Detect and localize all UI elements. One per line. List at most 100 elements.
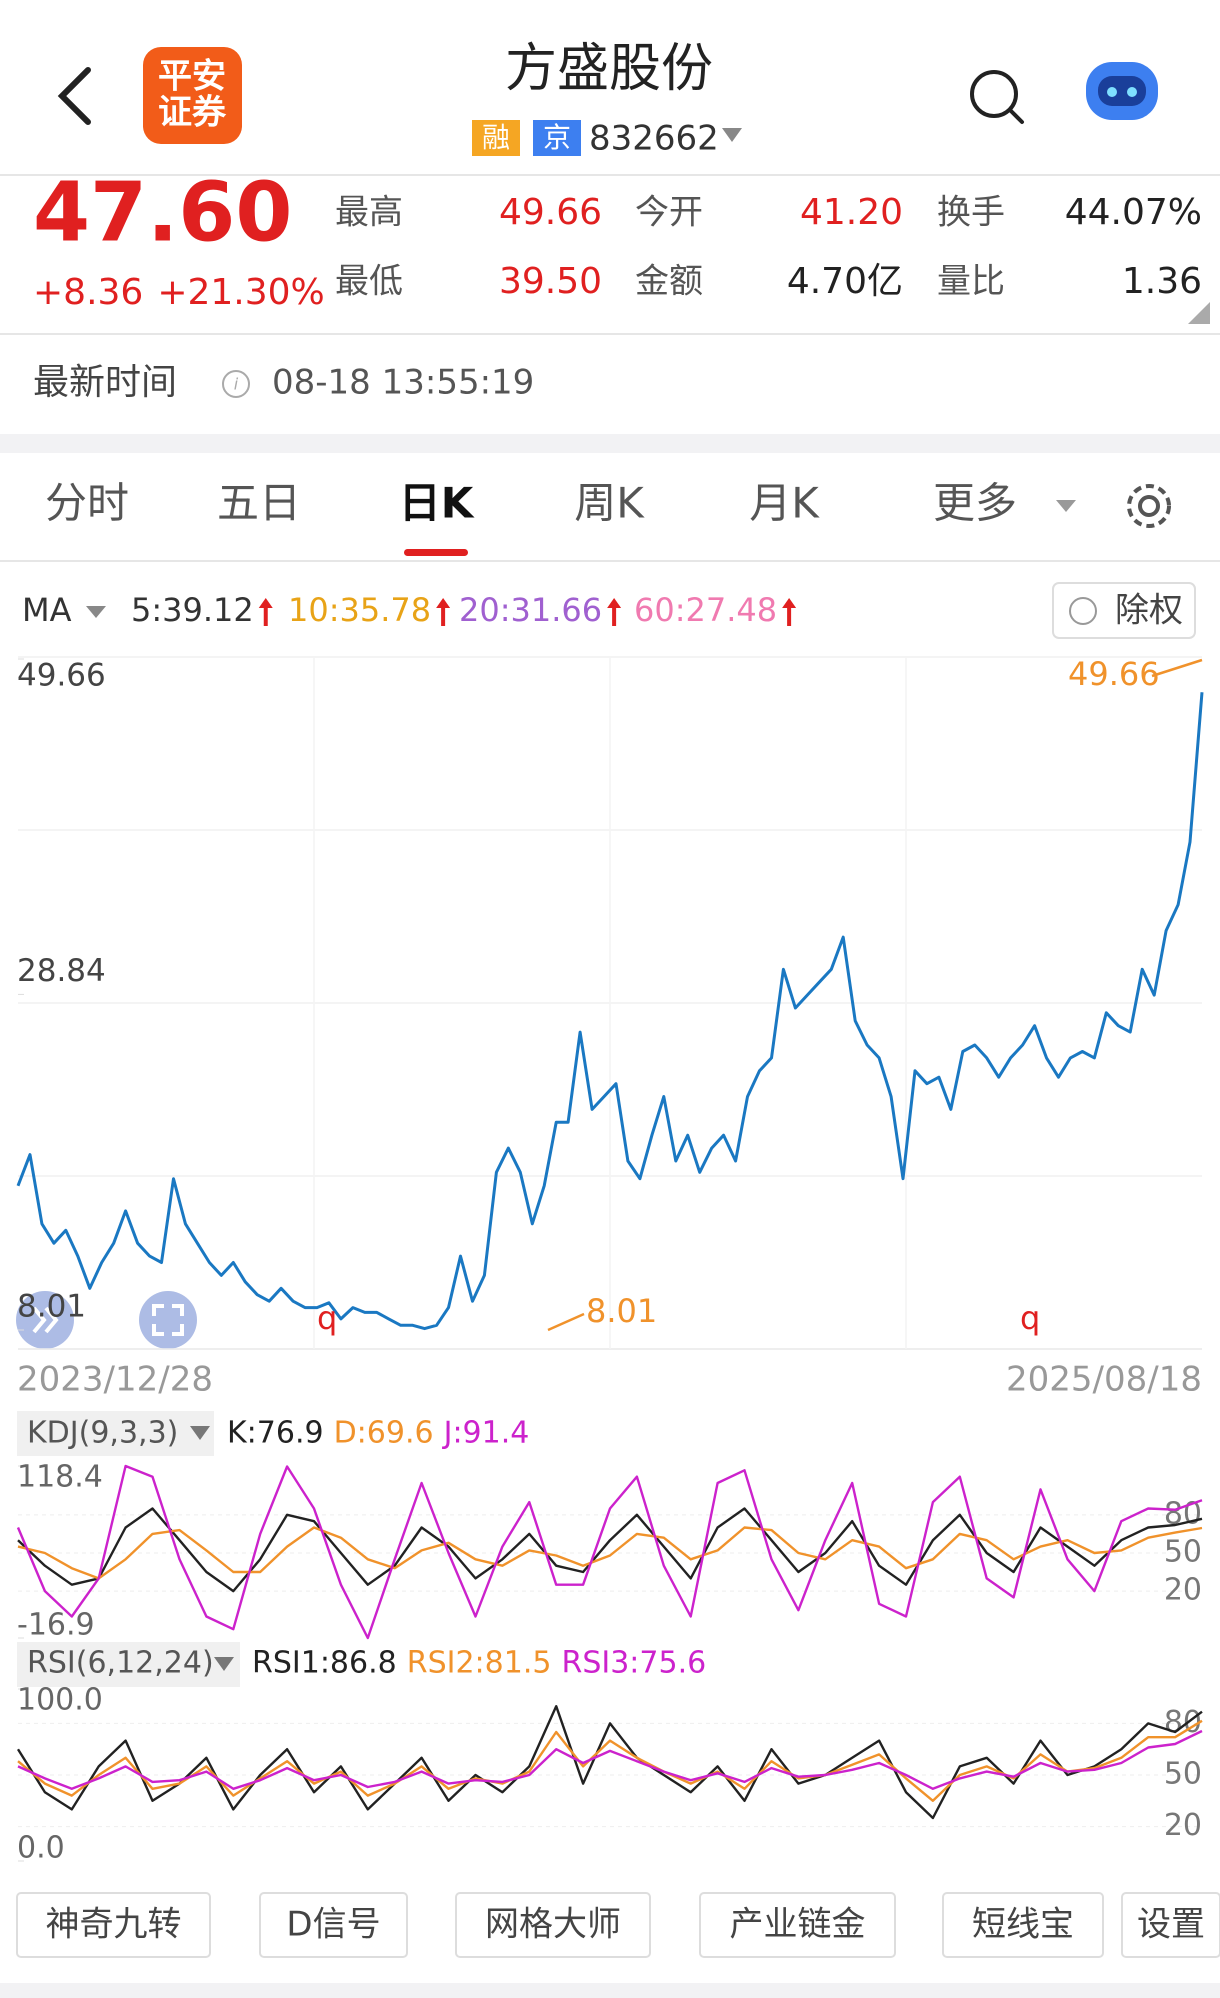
annotation: 49.66 — [1068, 655, 1160, 693]
tool-label: 神奇九转 — [46, 1905, 182, 1945]
up-arrow — [607, 598, 622, 626]
adjust-button-box[interactable] — [1052, 582, 1196, 639]
x-start-label: 2023/12/28 — [17, 1360, 213, 1400]
price: 47.60 — [33, 165, 292, 260]
up-arrow — [436, 598, 451, 626]
badge — [533, 120, 581, 156]
gear-hub — [1138, 495, 1160, 517]
y-tick-label: 49.66 — [17, 658, 106, 694]
y-tick-label: 118.4 — [17, 1460, 103, 1495]
search-handle — [1008, 108, 1024, 124]
series-line — [17, 1526, 1203, 1580]
bottom-gap — [0, 1983, 1220, 1998]
indicator-label: KDJ(9,3,3) — [27, 1416, 178, 1451]
stat-value: 44.07% — [1065, 192, 1202, 233]
robot-eye — [1107, 87, 1117, 97]
legend-entry: D:69.6 — [334, 1416, 434, 1451]
badge-text: 京 — [543, 121, 571, 154]
fullscreen-icon — [152, 1304, 184, 1336]
stat-label: 换手 — [937, 193, 1005, 233]
ma-item: 10:35.78 — [288, 591, 431, 629]
tool-button[interactable] — [259, 1892, 408, 1958]
stat-value: 1.36 — [1122, 261, 1202, 302]
kdj-selector[interactable] — [17, 1411, 214, 1456]
rsi-selector[interactable] — [17, 1642, 240, 1687]
ma-label: MA — [22, 591, 72, 629]
collapse-icon — [32, 1306, 59, 1334]
y-tick-label: 100.0 — [17, 1683, 103, 1718]
ma-item: 5:39.12 — [131, 591, 254, 629]
indicator-label: RSI(6,12,24) — [27, 1646, 214, 1681]
info-glyph: i — [234, 375, 239, 394]
ma-item: 60:27.48 — [634, 591, 777, 629]
tool-button[interactable] — [1121, 1892, 1220, 1958]
stat-label: 量比 — [937, 262, 1005, 302]
settings-button[interactable] — [1127, 484, 1171, 528]
stat-label: 金额 — [635, 262, 703, 302]
stat-value: 49.66 — [499, 192, 602, 233]
search-button[interactable] — [970, 70, 1018, 118]
tool-button[interactable] — [942, 1892, 1104, 1958]
assistant-button[interactable] — [1086, 62, 1158, 120]
tab[interactable]: 日K — [399, 479, 475, 528]
y-tick-label: 20 — [1164, 1573, 1202, 1608]
legend-entry: J:91.4 — [442, 1416, 530, 1451]
back-button[interactable] — [57, 67, 91, 125]
legend-entry: K:76.9 — [227, 1416, 324, 1451]
tab[interactable]: 五日 — [217, 479, 301, 528]
robot-face — [1098, 76, 1146, 106]
tool-button[interactable] — [455, 1892, 651, 1958]
y-tick-label: 0.0 — [17, 1831, 65, 1866]
fullscreen-button[interactable] — [139, 1291, 197, 1349]
change: +8.36 — [33, 272, 143, 313]
badge — [472, 120, 520, 156]
tool-label: 设置 — [1137, 1905, 1205, 1945]
series-line — [16, 692, 1204, 1331]
badge-text: 融 — [482, 121, 510, 154]
tool-label: 网格大师 — [485, 1905, 621, 1945]
series-line — [17, 1729, 1203, 1790]
annotation: q — [1020, 1299, 1040, 1337]
tool-label: 短线宝 — [972, 1905, 1074, 1945]
series-line — [16, 1464, 1203, 1640]
adjust-button[interactable]: 除权 — [1115, 591, 1183, 631]
logo[interactable] — [143, 47, 242, 144]
ma-item: 20:31.66 — [459, 591, 602, 629]
logo-text: 平安 — [158, 57, 226, 97]
gear-teeth — [1127, 484, 1171, 528]
stat-label: 最高 — [335, 193, 403, 233]
expand-corner[interactable] — [1188, 302, 1210, 324]
stat-label: 最低 — [335, 262, 403, 302]
tab[interactable]: 更多 — [933, 479, 1017, 528]
logo-text: 证券 — [158, 93, 227, 133]
legend-entry: RSI3:75.6 — [561, 1646, 706, 1681]
legend-entry: RSI1:86.8 — [252, 1646, 397, 1681]
tab[interactable]: 分时 — [45, 479, 129, 528]
tab[interactable]: 周K — [574, 479, 645, 528]
annotation-line — [1151, 658, 1203, 678]
info-icon — [1069, 597, 1097, 625]
stat-value: 41.20 — [800, 192, 903, 233]
y-tick-label: 28.84 — [17, 953, 106, 989]
tab[interactable]: 月K — [749, 479, 820, 528]
up-arrow — [258, 598, 273, 626]
rsi-dropdown — [214, 1657, 234, 1671]
section-gap — [0, 434, 1220, 453]
annotation: q — [317, 1299, 337, 1337]
kdj-dropdown — [190, 1426, 210, 1440]
update-label: 最新时间 — [33, 362, 177, 403]
code-dropdown[interactable] — [722, 128, 742, 142]
x-end-label: 2025/08/18 — [1006, 1360, 1202, 1400]
up-arrow — [782, 598, 797, 626]
annotation-line — [547, 1312, 585, 1332]
info-icon[interactable] — [222, 370, 250, 398]
tool-button[interactable] — [699, 1892, 896, 1958]
tool-button[interactable] — [16, 1892, 211, 1958]
ma-dropdown[interactable] — [86, 606, 106, 618]
y-tick-label: 50 — [1164, 1534, 1202, 1569]
stock-code: 832662 — [589, 119, 719, 159]
update-time: 08-18 13:55:19 — [272, 363, 534, 403]
stock-name: 方盛股份 — [505, 39, 713, 99]
more-caret — [1056, 500, 1076, 512]
